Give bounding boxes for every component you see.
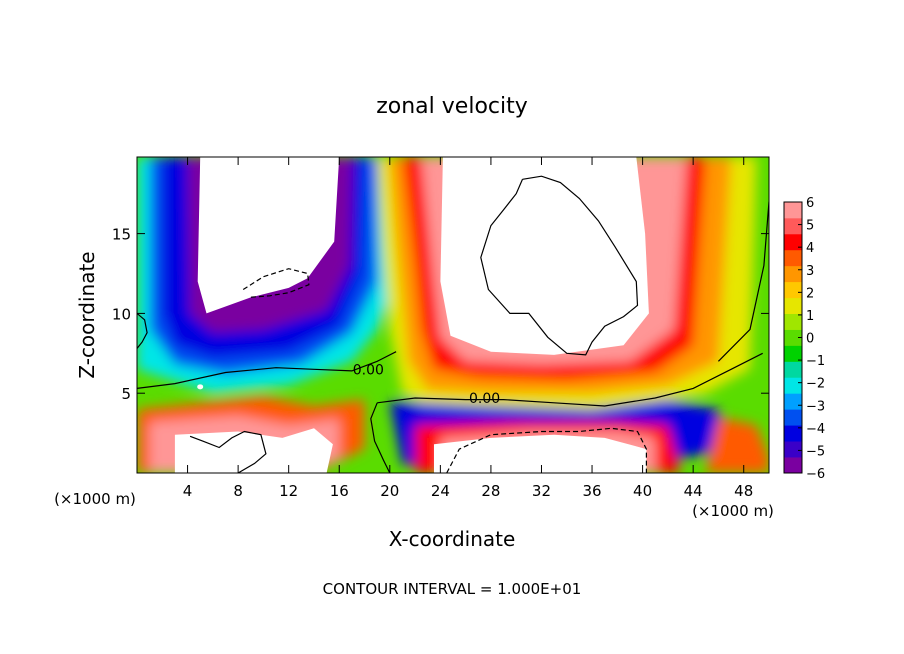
contour-lower-left-loop xyxy=(189,430,267,473)
contour-positive-loop xyxy=(480,175,639,356)
y-tick-label: 15 xyxy=(112,226,131,244)
x-axis-ticks: 4 8 12 16 20 24 28 32 36 40 44 48 xyxy=(183,157,753,500)
colorbar-tick-label: 5 xyxy=(806,219,814,234)
colorbar-swatch xyxy=(784,457,802,474)
contour-labels: 0.00 0.00 xyxy=(353,362,500,407)
contour-label-0: 0.00 xyxy=(353,362,384,378)
colorbar-tick-label: −6 xyxy=(806,467,825,482)
colorbar-swatch xyxy=(784,281,802,299)
contour-interval-note: CONTOUR INTERVAL = 1.000E+01 xyxy=(323,580,582,598)
contour-zero-middle xyxy=(377,352,763,407)
region-low-right-orange xyxy=(705,417,769,473)
saturation-lower-left xyxy=(174,428,333,473)
x-tick-label: 16 xyxy=(330,482,349,500)
saturation-regions xyxy=(174,157,649,473)
x-units-right: (×1000 m) xyxy=(692,502,774,520)
x-tick-label: 44 xyxy=(684,482,703,500)
contour-zero-upper-left xyxy=(137,351,397,389)
colorbar: 6 5 4 3 2 1 0 −1 −2 −3 −4 −5 −6 xyxy=(783,196,825,482)
colorbar-swatch xyxy=(784,265,802,283)
colorbar-swatch xyxy=(784,233,802,251)
saturation-spot xyxy=(197,384,204,390)
colorbar-swatch xyxy=(784,393,802,410)
colorbar-swatch xyxy=(784,377,802,394)
saturation-lower-center xyxy=(434,434,647,473)
contour-negative-loop xyxy=(242,268,310,298)
x-tick-label: 8 xyxy=(233,482,243,500)
y-tick-label: 5 xyxy=(121,385,131,403)
x-tick-label: 48 xyxy=(734,482,753,500)
colorbar-tick-label: −3 xyxy=(806,399,825,414)
colorbar-swatch xyxy=(784,249,802,267)
colorbar-tick-label: 1 xyxy=(806,309,814,324)
colorbar-swatch xyxy=(784,329,802,346)
velocity-field xyxy=(137,157,769,473)
colorbar-swatch xyxy=(784,425,802,442)
contour-label-1: 0.00 xyxy=(469,391,500,407)
x-tick-label: 32 xyxy=(532,482,551,500)
y-axis-ticks: 5 10 15 xyxy=(112,226,769,403)
colorbar-tick-label: −2 xyxy=(806,377,825,392)
x-tick-label: 40 xyxy=(633,482,652,500)
x-axis-label: X-coordinate xyxy=(389,527,516,551)
colorbar-swatch xyxy=(784,202,802,219)
chart-title: zonal velocity xyxy=(376,94,528,119)
x-tick-label: 12 xyxy=(279,482,298,500)
colorbar-swatch xyxy=(784,217,802,235)
colorbar-swatch xyxy=(784,313,802,330)
y-tick-label: 10 xyxy=(112,305,131,323)
plot-frame xyxy=(136,156,770,474)
saturation-upper-center xyxy=(440,157,649,355)
contour-zero-lower xyxy=(370,402,391,473)
colorbar-tick-label: −5 xyxy=(806,444,825,459)
x-tick-label: 4 xyxy=(183,482,193,500)
colorbar-swatch xyxy=(784,297,802,314)
x-tick-label: 28 xyxy=(481,482,500,500)
colorbar-tick-label: 0 xyxy=(806,332,814,347)
saturation-upper-left xyxy=(197,157,340,314)
y-axis-label: Z-coordinate xyxy=(75,251,99,378)
colorbar-tick-label: 2 xyxy=(806,286,814,301)
colorbar-tick-label: 6 xyxy=(806,196,814,211)
colorbar-tick-label: −4 xyxy=(806,422,825,437)
x-tick-label: 36 xyxy=(582,482,601,500)
colorbar-tick-label: 3 xyxy=(806,264,814,279)
x-tick-label: 24 xyxy=(431,482,450,500)
x-tick-label: 20 xyxy=(380,482,399,500)
contour-zero-left-edge xyxy=(137,312,148,349)
colorbar-swatch xyxy=(784,345,802,362)
colorbar-tick-label: 4 xyxy=(806,241,814,256)
x-units-left: (×1000 m) xyxy=(54,490,136,508)
colorbar-swatch xyxy=(784,361,802,378)
colorbar-swatch xyxy=(784,409,802,426)
colorbar-tick-label: −1 xyxy=(806,354,825,369)
colorbar-swatch xyxy=(784,441,802,458)
